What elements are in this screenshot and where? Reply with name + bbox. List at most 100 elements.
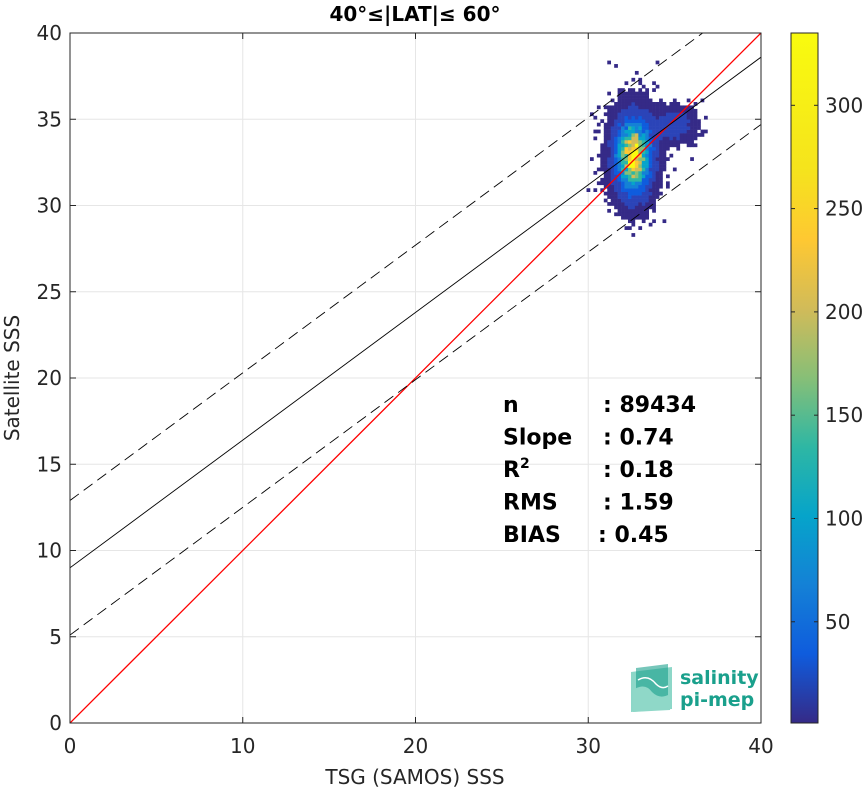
density-cell — [621, 133, 625, 137]
density-cell — [665, 126, 670, 130]
density-cell — [683, 126, 688, 130]
y-tick-label: 40 — [37, 21, 62, 45]
density-cell — [655, 129, 660, 134]
density-cell — [638, 226, 643, 230]
density-cell — [627, 202, 632, 206]
density-cell — [693, 136, 698, 141]
y-tick-label: 35 — [37, 107, 62, 131]
density-cell — [610, 167, 615, 172]
density-cell — [621, 143, 625, 148]
density-cell — [641, 98, 646, 103]
density-cell — [624, 91, 629, 96]
density-cell — [662, 133, 667, 137]
density-cell — [648, 205, 653, 210]
density-cell — [617, 157, 622, 161]
density-cell — [672, 139, 677, 144]
density-cell — [614, 136, 618, 141]
density-cell — [631, 115, 636, 120]
density-cell — [652, 164, 656, 168]
density-cell — [638, 167, 643, 172]
density-cell — [652, 188, 656, 192]
density-cell — [627, 191, 632, 196]
density-cell — [617, 115, 622, 120]
density-cell — [631, 181, 636, 186]
density-cell — [638, 160, 643, 165]
density-cell — [600, 153, 605, 158]
density-cell — [648, 143, 653, 148]
density-cell — [624, 126, 629, 130]
density-cell — [659, 115, 663, 120]
density-cell — [634, 129, 639, 134]
density-cell — [669, 139, 674, 144]
density-cell — [607, 91, 612, 96]
density-cell — [652, 126, 656, 130]
density-cell — [638, 112, 643, 117]
density-cell — [621, 153, 625, 158]
density-cell — [652, 195, 656, 199]
density-cell — [686, 129, 691, 134]
density-cell — [607, 150, 612, 155]
density-cell — [617, 129, 622, 134]
density-cell — [662, 105, 667, 110]
density-cell — [683, 119, 688, 123]
density-cell — [686, 136, 691, 141]
density-cell — [627, 198, 632, 203]
density-cell — [648, 171, 653, 175]
density-cell — [638, 119, 643, 123]
density-cell — [617, 181, 622, 186]
density-cell — [610, 98, 615, 103]
density-cell — [631, 112, 636, 117]
density-cell — [686, 133, 691, 137]
density-cell — [686, 98, 691, 103]
density-cell — [652, 198, 656, 203]
density-cell — [659, 157, 663, 161]
density-cell — [638, 129, 643, 134]
density-cell — [631, 184, 636, 189]
density-cell — [621, 177, 625, 182]
density-cell — [607, 105, 612, 110]
density-cell — [600, 188, 605, 192]
density-cell — [652, 129, 656, 134]
density-cell — [627, 184, 632, 189]
density-cell — [679, 139, 684, 144]
density-cell — [645, 202, 650, 206]
density-cell — [614, 64, 618, 68]
density-cell — [679, 122, 684, 127]
density-cell — [676, 133, 681, 137]
density-cell — [634, 205, 639, 210]
density-cell — [610, 150, 615, 155]
density-cell — [662, 153, 667, 158]
density-cell — [659, 139, 663, 144]
density-cell — [627, 136, 632, 141]
density-cell — [621, 105, 625, 110]
density-cell — [586, 188, 591, 192]
colorbar-tick-label: 50 — [825, 610, 850, 634]
density-cell — [665, 122, 670, 127]
density-cell — [631, 205, 636, 210]
density-cell — [617, 133, 622, 137]
density-cell — [624, 226, 629, 230]
density-cell — [624, 150, 629, 155]
density-cell — [652, 174, 656, 179]
density-cell — [624, 143, 629, 148]
density-cell — [652, 88, 656, 92]
stat-value: : 0.18 — [603, 458, 674, 483]
density-cell — [634, 150, 639, 155]
density-cell — [617, 112, 622, 117]
density-cell — [683, 122, 688, 127]
density-cell — [614, 195, 618, 199]
density-cell — [641, 174, 646, 179]
density-cell — [655, 177, 660, 182]
density-cell — [614, 184, 618, 189]
density-cell — [603, 157, 608, 161]
density-cell — [617, 146, 622, 151]
density-cell — [648, 98, 653, 103]
density-cell — [631, 105, 636, 110]
density-cell — [672, 126, 677, 130]
density-cell — [624, 157, 629, 161]
density-cell — [641, 105, 646, 110]
density-cell — [638, 202, 643, 206]
density-cell — [621, 146, 625, 151]
density-cell — [638, 195, 643, 199]
density-cell — [621, 115, 625, 120]
